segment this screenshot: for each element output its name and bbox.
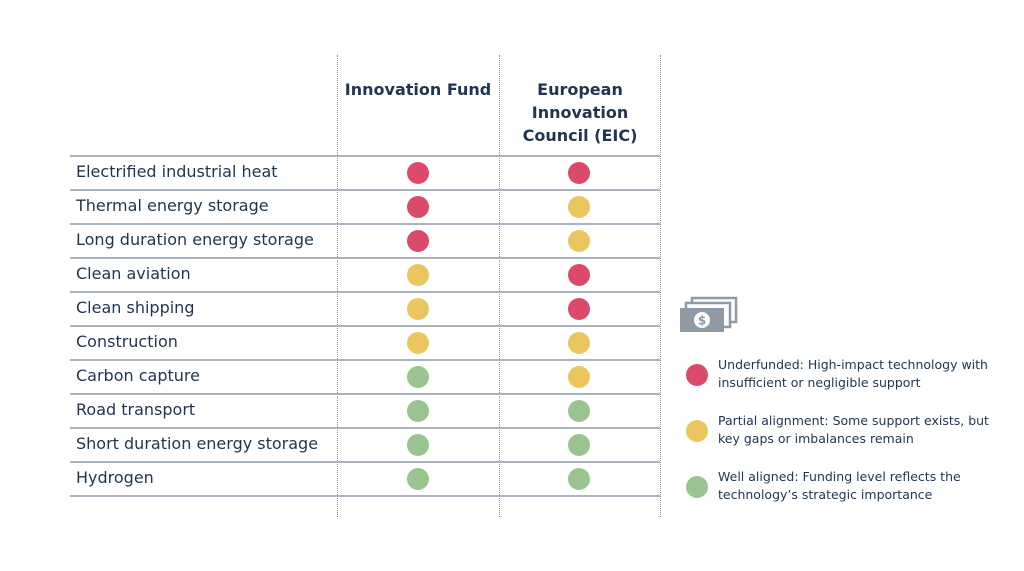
eic-status-dot	[568, 196, 590, 218]
technology-label: Short duration energy storage	[76, 434, 319, 453]
innovation-fund-status-dot	[407, 434, 429, 456]
table-row: Electrified industrial heat	[70, 155, 660, 189]
legend-text: Partial alignment: Some support exists, …	[718, 413, 989, 446]
table-row: Road transport	[70, 393, 660, 427]
legend-text: Well aligned: Funding level reflects the…	[718, 469, 961, 502]
technology-label: Long duration energy storage	[76, 230, 314, 249]
table-row: Hydrogen	[70, 461, 660, 497]
legend-dot	[686, 476, 708, 498]
legend-item-red: Underfunded: High-impact technology with…	[686, 356, 1006, 412]
table-row: Thermal energy storage	[70, 189, 660, 223]
eic-status-dot	[568, 264, 590, 286]
column-header-innovation-fund: Innovation Fund	[344, 80, 492, 99]
legend-item-yellow: Partial alignment: Some support exists, …	[686, 412, 1006, 468]
legend: Underfunded: High-impact technology with…	[686, 356, 1006, 524]
innovation-fund-status-dot	[407, 400, 429, 422]
innovation-fund-status-dot	[407, 264, 429, 286]
technology-label: Construction	[76, 332, 178, 351]
eic-status-dot	[568, 332, 590, 354]
table-row: Short duration energy storage	[70, 427, 660, 461]
innovation-fund-status-dot	[407, 230, 429, 252]
eic-status-dot	[568, 468, 590, 490]
technology-label: Clean shipping	[76, 298, 195, 317]
column-divider	[499, 55, 500, 517]
eic-status-dot	[568, 162, 590, 184]
table-row: Clean shipping	[70, 291, 660, 325]
legend-dot	[686, 364, 708, 386]
eic-status-dot	[568, 400, 590, 422]
eic-status-dot	[568, 434, 590, 456]
column-divider	[337, 55, 338, 517]
table-row: Construction	[70, 325, 660, 359]
money-icon: $	[680, 296, 738, 332]
column-divider	[660, 55, 661, 517]
table-row: Long duration energy storage	[70, 223, 660, 257]
technology-label: Carbon capture	[76, 366, 200, 385]
svg-text:$: $	[698, 314, 706, 328]
innovation-fund-status-dot	[407, 332, 429, 354]
technology-label: Thermal energy storage	[76, 196, 269, 215]
eic-status-dot	[568, 230, 590, 252]
legend-dot	[686, 420, 708, 442]
technology-label: Hydrogen	[76, 468, 154, 487]
legend-item-green: Well aligned: Funding level reflects the…	[686, 468, 1006, 524]
technology-label: Road transport	[76, 400, 196, 419]
eic-status-dot	[568, 298, 590, 320]
technology-label: Clean aviation	[76, 264, 191, 283]
innovation-fund-status-dot	[407, 162, 429, 184]
legend-text: Underfunded: High-impact technology with…	[718, 357, 988, 390]
table-row: Clean aviation	[70, 257, 660, 291]
technology-label: Electrified industrial heat	[76, 162, 278, 181]
column-header-eic: European Innovation Council (EIC)	[522, 80, 638, 145]
table-row: Carbon capture	[70, 359, 660, 393]
eic-status-dot	[568, 366, 590, 388]
innovation-fund-status-dot	[407, 366, 429, 388]
innovation-fund-status-dot	[407, 298, 429, 320]
innovation-fund-status-dot	[407, 196, 429, 218]
technology-rows: Electrified industrial heat Thermal energ…	[70, 155, 660, 497]
innovation-fund-status-dot	[407, 468, 429, 490]
